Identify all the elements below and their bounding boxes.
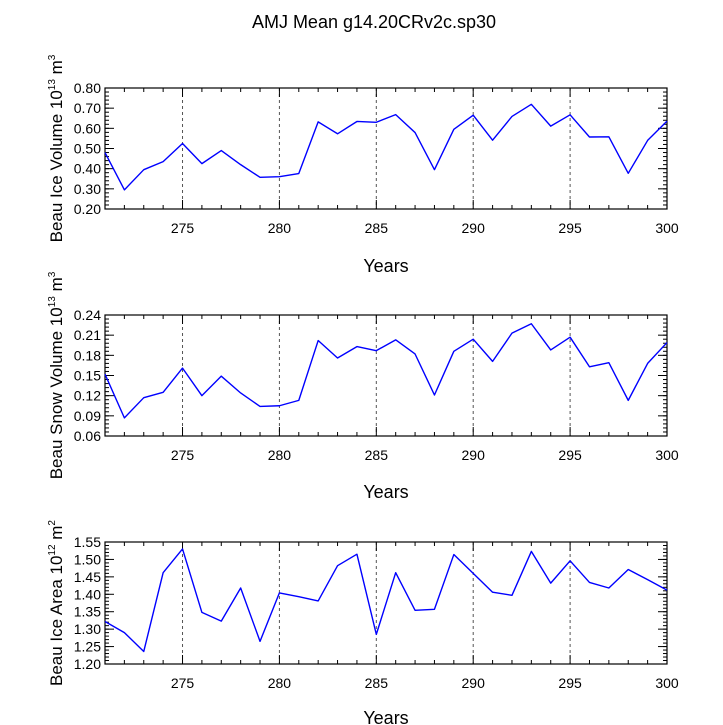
x-tick-label: 290 [462, 675, 486, 691]
figure-title: AMJ Mean g14.20CRv2c.sp30 [252, 12, 496, 32]
x-tick-label: 285 [365, 220, 389, 236]
x-tick-label: 300 [655, 447, 679, 463]
x-tick-label: 300 [655, 675, 679, 691]
x-tick-label: 280 [268, 675, 292, 691]
y-axis-label: Beau Snow Volume 1013 m3 [47, 271, 66, 479]
y-tick-label: 0.24 [74, 307, 101, 323]
y-tick-label: 0.21 [74, 327, 101, 343]
y-axis-label: Beau Ice Volume 1013 m3 [47, 54, 66, 242]
x-tick-label: 285 [365, 447, 389, 463]
y-tick-label: 1.20 [74, 656, 101, 672]
x-tick-label: 295 [558, 675, 582, 691]
x-tick-label: 275 [171, 220, 195, 236]
series-line [104, 103, 668, 191]
panel-2: 0.06 0.09 0.12 0.15 0.18 0.21 0.24 275 280 285 290… [47, 271, 679, 502]
y-tick-label: 0.06 [74, 428, 101, 444]
y-axis-label: Beau Ice Area 1012 m2 [47, 520, 66, 686]
x-tick-label: 285 [365, 675, 389, 691]
series-line [104, 323, 668, 419]
x-axis-label: Years [363, 708, 408, 725]
panel-3: 1.201.25 1.301.35 1.401.45 1.501.55 275 280 28… [47, 520, 679, 725]
y-tick-label: 0.12 [74, 388, 101, 404]
y-tick-label: 1.50 [74, 551, 101, 567]
y-tick-label: 1.25 [74, 639, 101, 655]
y-tick-label: 0.60 [74, 120, 101, 136]
y-tick-label: 1.55 [74, 534, 101, 550]
x-tick-label: 295 [558, 447, 582, 463]
y-tick-label: 0.30 [74, 181, 101, 197]
y-tick-label: 1.35 [74, 604, 101, 620]
y-tick-label: 0.40 [74, 161, 101, 177]
x-tick-label: 300 [655, 220, 679, 236]
plot-frame [104, 87, 668, 210]
x-tick-label: 280 [268, 447, 292, 463]
plot-frame [104, 314, 668, 437]
x-axis-label: Years [363, 482, 408, 502]
y-tick-label: 0.09 [74, 408, 101, 424]
x-tick-label: 290 [462, 220, 486, 236]
y-tick-label: 1.30 [74, 621, 101, 637]
x-tick-label: 295 [558, 220, 582, 236]
y-tick-label: 1.45 [74, 569, 101, 585]
y-tick-label: 0.50 [74, 141, 101, 157]
y-tick-label: 0.80 [74, 80, 101, 96]
plot-frame [104, 541, 668, 665]
x-tick-label: 280 [268, 220, 292, 236]
x-axis-label: Years [363, 256, 408, 276]
y-tick-label: 0.20 [74, 201, 101, 217]
x-tick-label: 275 [171, 675, 195, 691]
x-tick-label: 290 [462, 447, 486, 463]
x-tick-label: 275 [171, 447, 195, 463]
series-line [104, 548, 668, 653]
y-tick-label: 1.40 [74, 586, 101, 602]
y-tick-label: 0.70 [74, 100, 101, 116]
y-tick-label: 0.15 [74, 368, 101, 384]
y-tick-label: 0.18 [74, 347, 101, 363]
panel-1: 0.20 0.30 0.40 0.50 0.60 0.70 0.80 275 280 285 290… [47, 54, 679, 276]
